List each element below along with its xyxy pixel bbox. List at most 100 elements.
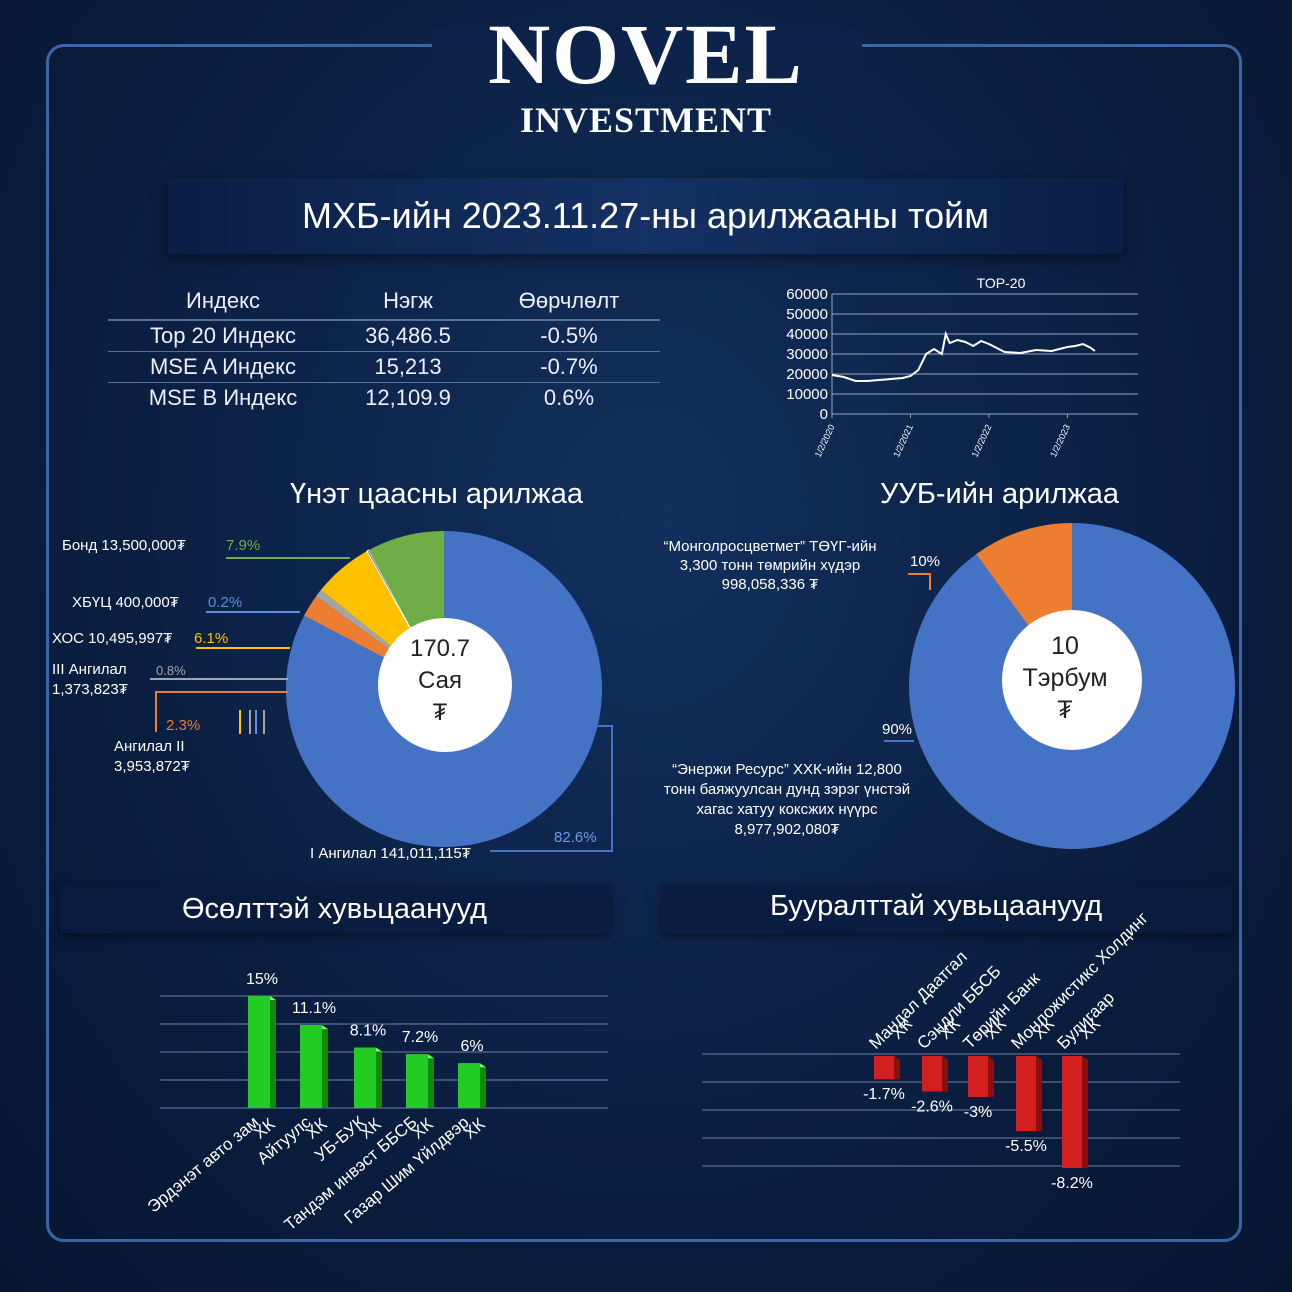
commodity-bot-line4: 8,977,902,080₮ bbox=[734, 821, 840, 838]
y-tick-label: 20000 bbox=[786, 366, 828, 383]
data-label: 7.2% bbox=[402, 1029, 438, 1046]
top20-series-line bbox=[831, 330, 1096, 382]
bar-side bbox=[376, 1047, 382, 1108]
data-label: 8.1% bbox=[350, 1023, 386, 1040]
cat2-leader-line bbox=[155, 691, 288, 732]
securities-total: 170.7 bbox=[409, 635, 471, 662]
gainers-title-bar bbox=[60, 885, 610, 933]
bar bbox=[874, 1056, 894, 1080]
commodity-top-line1: “Монголросцветмет” ТӨҮГ-ийн bbox=[663, 538, 877, 555]
cat1-label: I Ангилал 141,011,115₮ bbox=[310, 845, 471, 862]
bar-side bbox=[270, 996, 276, 1108]
data-label: -5.5% bbox=[1005, 1138, 1047, 1155]
x-tick-label: 1/2/2020 bbox=[813, 423, 837, 459]
commodity-top-pct: 10% bbox=[910, 553, 941, 570]
cat3-label: III Ангилал bbox=[52, 661, 127, 678]
index-table: Индекс Нэгж Өөрчлөлт Top 20 Индекс 36,48… bbox=[108, 283, 660, 413]
commodity-bot-line1: “Энержи Ресурс” ХХК-ийн 12,800 bbox=[672, 761, 902, 778]
commodity-top-line2: 3,300 тонн төмрийн хүдэр bbox=[679, 557, 861, 574]
bar-side bbox=[942, 1056, 948, 1092]
commodity-top-label: “Монголросцветмет” ТӨҮГ-ийн 3,300 тонн т… bbox=[620, 537, 920, 594]
bond-pct: 7.9% bbox=[226, 537, 261, 554]
data-label: -2.6% bbox=[911, 1099, 953, 1116]
xbuts-label: ХБҮЦ 400,000₮ bbox=[72, 594, 179, 611]
index-value: 12,109.9 bbox=[365, 385, 451, 410]
bond-label: Бонд 13,500,000₮ bbox=[62, 537, 186, 554]
brand-logo: NOVEL INVESTMENT bbox=[0, 8, 1292, 138]
frame-gap bbox=[432, 30, 862, 60]
index-change: -0.5% bbox=[540, 323, 598, 348]
category-label: Эрдэнэт авто зам bbox=[144, 1113, 263, 1217]
index-name: MSE B Индекс bbox=[148, 385, 298, 410]
data-label: 11.1% bbox=[292, 1000, 336, 1017]
cat3-pct: 0.8% bbox=[156, 663, 186, 678]
y-tick-label: 30000 bbox=[786, 346, 828, 363]
gainers-title: Өсөлттэй хувьцаанууд bbox=[182, 893, 488, 925]
bar bbox=[922, 1056, 942, 1092]
header-index: Индекс bbox=[186, 288, 260, 313]
index-value: 15,213 bbox=[374, 354, 442, 379]
cat1-leader-line bbox=[490, 725, 613, 852]
table-row: Top 20 Индекс 36,486.5 -0.5% bbox=[108, 321, 660, 352]
xos-pct: 6.1% bbox=[194, 630, 229, 647]
y-tick-label: 0 bbox=[820, 406, 828, 423]
xbuts-pct: 0.2% bbox=[208, 594, 243, 611]
bar bbox=[968, 1056, 988, 1097]
securities-total-currency: ₮ bbox=[432, 699, 448, 726]
index-name: Top 20 Индекс bbox=[149, 323, 297, 348]
header-change: Өөрчлөлт bbox=[518, 288, 620, 313]
data-label: 15% bbox=[246, 971, 278, 988]
losers-title-bar bbox=[662, 885, 1232, 933]
cat2-pct: 2.3% bbox=[166, 717, 201, 734]
commodity-bot-line2: тонн баяжуулсан дунд зэрэг үнстэй bbox=[663, 781, 911, 798]
bar-side bbox=[1036, 1056, 1042, 1132]
index-change: 0.6% bbox=[543, 385, 595, 410]
bar bbox=[406, 1054, 428, 1108]
bar-side bbox=[894, 1056, 900, 1080]
y-tick-label: 10000 bbox=[786, 386, 828, 403]
securities-center-label: 170.7 Сая ₮ bbox=[378, 633, 502, 729]
cat3-amount: 1,373,823₮ bbox=[52, 681, 128, 698]
bar bbox=[248, 996, 270, 1108]
commodity-total-currency: ₮ bbox=[1057, 696, 1073, 724]
index-name: MSE A Индекс bbox=[149, 354, 297, 379]
bar-side bbox=[322, 1025, 328, 1108]
x-tick-label: 1/2/2023 bbox=[1048, 423, 1072, 459]
bar-side bbox=[480, 1063, 486, 1108]
data-label: -1.7% bbox=[863, 1086, 905, 1103]
commodity-total-unit: Тэрбум bbox=[1022, 664, 1108, 692]
data-label: 6% bbox=[460, 1038, 483, 1055]
commodity-title: УУБ-ийн арилжаа bbox=[880, 478, 1120, 510]
top-leader-line bbox=[908, 573, 931, 590]
index-value: 36,486.5 bbox=[365, 323, 451, 348]
bar bbox=[1016, 1056, 1036, 1132]
bar bbox=[1062, 1056, 1082, 1168]
page-title: МХБ-ийн 2023.11.27-ны арилжааны тойм bbox=[168, 178, 1123, 254]
index-change: -0.7% bbox=[540, 354, 598, 379]
bar bbox=[458, 1063, 480, 1108]
header-unit: Нэгж bbox=[383, 288, 433, 313]
table-row: MSE B Индекс 12,109.9 0.6% bbox=[108, 383, 660, 413]
index-table-header: Индекс Нэгж Өөрчлөлт bbox=[108, 283, 660, 321]
commodity-bot-line3: хагас хатуу коксжих нүүрс bbox=[696, 801, 878, 818]
bar-side bbox=[428, 1054, 434, 1108]
data-label: -3% bbox=[964, 1104, 992, 1121]
xos-label: ХОС 10,495,997₮ bbox=[52, 630, 173, 647]
losers-title: Бууралттай хувьцаанууд bbox=[770, 890, 1103, 922]
commodity-bot-pct: 90% bbox=[882, 721, 913, 738]
securities-total-unit: Сая bbox=[418, 667, 462, 694]
table-row: MSE A Индекс 15,213 -0.7% bbox=[108, 352, 660, 383]
y-tick-label: 50000 bbox=[786, 306, 828, 323]
commodity-total: 10 bbox=[1051, 632, 1079, 660]
chart-title: TOP-20 bbox=[977, 275, 1026, 291]
donut-hole bbox=[1002, 610, 1142, 750]
bar-side bbox=[1082, 1056, 1088, 1168]
cat2-amount: 3,953,872₮ bbox=[114, 758, 190, 775]
y-tick-label: 40000 bbox=[786, 326, 828, 343]
x-tick-label: 1/2/2021 bbox=[891, 423, 915, 459]
brand-name: NOVEL bbox=[488, 6, 804, 102]
commodity-top-line3: 998,058,336 ₮ bbox=[721, 576, 819, 593]
bar bbox=[300, 1025, 322, 1108]
bar-side bbox=[988, 1056, 994, 1097]
securities-title: Үнэт цаасны арилжаа bbox=[290, 478, 583, 510]
